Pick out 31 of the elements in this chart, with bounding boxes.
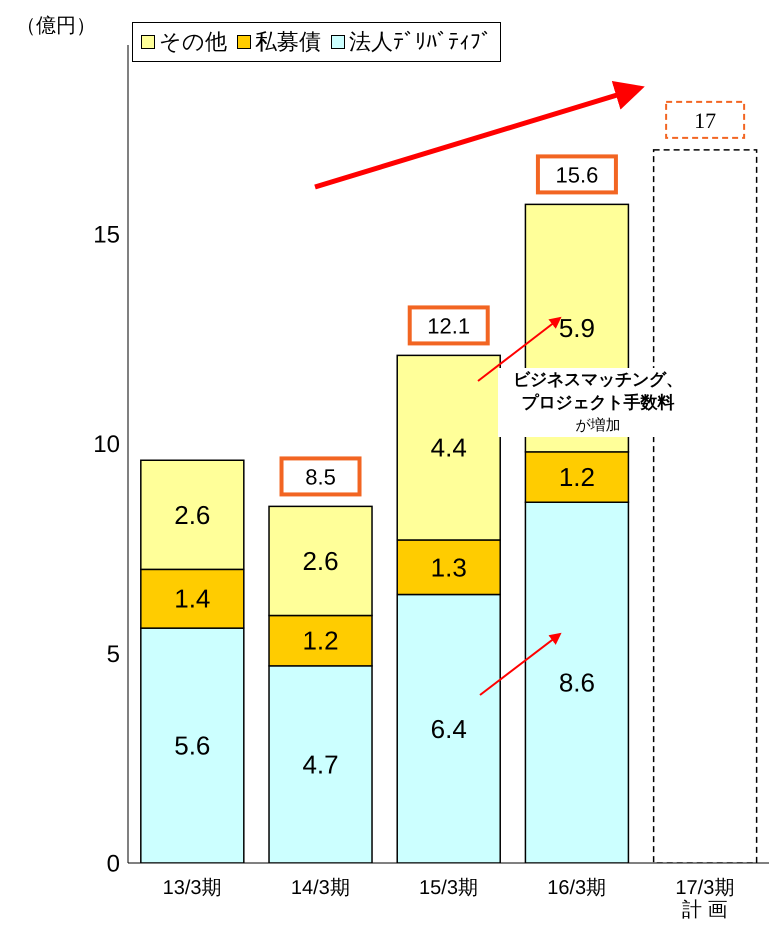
data-label: 8.6: [558, 668, 595, 698]
y-tick-label: 10: [93, 431, 120, 458]
data-label: 2.6: [302, 546, 339, 576]
data-label: 5.9: [558, 313, 595, 344]
legend-label: 私募債: [254, 28, 321, 56]
legend-label: 法人ﾃﾞﾘﾊﾞﾃｨﾌﾞ: [348, 28, 492, 56]
data-label: 4.4: [430, 432, 467, 463]
total-label: 8.5: [305, 464, 336, 490]
data-label: 4.7: [302, 749, 339, 780]
data-label: 5.6: [174, 730, 210, 761]
y-tick-label: 15: [93, 221, 120, 248]
y-axis-title: （億円）: [16, 14, 96, 39]
y-tick-label: 0: [106, 850, 120, 878]
data-label: 1.2: [302, 626, 339, 656]
data-label: 1.4: [174, 584, 210, 614]
total-label: 15.6: [556, 162, 598, 188]
data-label: 1.3: [430, 552, 467, 582]
data-label: 6.4: [430, 714, 467, 744]
x-tick-label: 17/3期計 画: [674, 877, 736, 921]
x-tick-label: 13/3期: [162, 877, 223, 899]
data-label: 2.6: [174, 500, 210, 530]
annotation: が増加: [574, 416, 622, 436]
legend-label: その他: [158, 28, 227, 56]
total-label: 12.1: [427, 313, 470, 338]
x-tick-label: 14/3期: [290, 877, 351, 899]
total-label: 17: [694, 108, 716, 133]
y-tick-label: 5: [106, 640, 120, 668]
x-tick-label: 16/3期: [546, 877, 608, 899]
x-tick-label: 15/3期: [418, 877, 479, 899]
annotation: ビジネスマッチング、プロジェクト手数料: [512, 369, 684, 414]
data-label: 1.2: [558, 462, 595, 492]
